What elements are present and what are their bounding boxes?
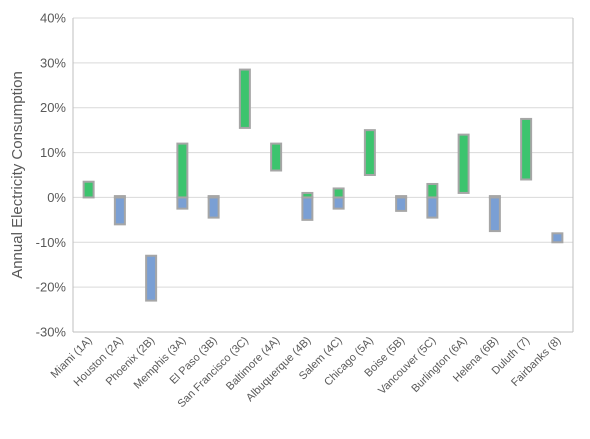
y-axis-title: Annual Electricity Consumption [9, 71, 26, 279]
x-tick-label: Burlington (6A) [409, 335, 469, 395]
y-tick-label: 40% [40, 11, 66, 26]
decrease-bar [488, 196, 501, 233]
increase-bar [520, 117, 533, 181]
increase-bar [395, 195, 408, 199]
increase-bar [270, 142, 283, 172]
increase-bar [426, 182, 439, 199]
decrease-bar [395, 196, 408, 212]
y-tick-label: 30% [40, 55, 66, 70]
decrease-bar [332, 196, 345, 210]
increase-bar [363, 129, 376, 176]
increase-bar [176, 142, 189, 199]
y-tick-label: -30% [36, 325, 67, 340]
decrease-bar [207, 196, 220, 219]
x-tick-labels: Miami (1A)Houston (2A)Phoenix (2B)Memphi… [49, 335, 564, 410]
decrease-bar [301, 196, 314, 221]
y-tick-label: 0% [47, 190, 66, 205]
y-tick-label: 10% [40, 145, 66, 160]
increase-bar [332, 187, 345, 199]
axes [72, 18, 574, 333]
decrease-bar [176, 196, 189, 210]
decrease-bar [145, 254, 158, 302]
increase-bar [207, 195, 220, 199]
decrease-bar [551, 232, 564, 244]
decrease-bar [426, 196, 439, 219]
y-tick-label: -10% [36, 235, 67, 250]
increase-bar [238, 68, 251, 129]
decrease-bar [113, 196, 126, 226]
y-tick-labels: -30% -20% -10% 0% 10% 20% 30% 40% [36, 11, 67, 340]
increase-bar [488, 195, 501, 199]
y-tick-label: -20% [36, 280, 67, 295]
increase-bar [113, 195, 126, 199]
bars [82, 68, 564, 302]
increase-bar [457, 133, 470, 194]
increase-bar [82, 180, 95, 199]
increase-bar [301, 191, 314, 199]
y-tick-label: 20% [40, 100, 66, 115]
